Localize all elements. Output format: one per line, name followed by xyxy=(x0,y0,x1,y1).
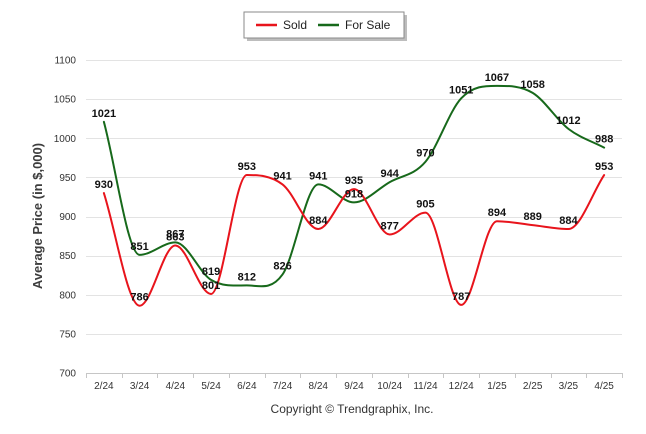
data-label-sold: 863 xyxy=(166,231,184,243)
data-label-sold: 935 xyxy=(345,175,363,187)
x-tick-label: 4/24 xyxy=(166,381,186,392)
x-tick-label: 3/25 xyxy=(559,381,579,392)
x-tick-label: 2/25 xyxy=(523,381,543,392)
axes: 700 750 800 850 900 950 1000 1050 1100 2/24 3/24 4/… xyxy=(54,56,623,392)
data-label-for-sale: 944 xyxy=(381,168,400,180)
data-label-for-sale: 1067 xyxy=(485,72,509,84)
data-label-sold: 801 xyxy=(202,280,220,292)
y-tick-label: 1100 xyxy=(54,56,76,67)
data-label-sold: 787 xyxy=(452,291,470,303)
data-label-sold: 884 xyxy=(309,215,328,227)
x-tick-label: 1/25 xyxy=(487,381,507,392)
data-label-sold: 905 xyxy=(416,199,434,211)
x-tick-label: 10/24 xyxy=(377,381,402,392)
x-tick-label: 12/24 xyxy=(449,381,474,392)
y-tick-label: 1000 xyxy=(54,134,77,145)
gridlines xyxy=(86,60,622,374)
data-label-sold: 953 xyxy=(238,161,256,173)
series-lines xyxy=(102,84,606,307)
data-label-for-sale: 1021 xyxy=(92,108,116,120)
x-tick-label: 5/24 xyxy=(201,381,221,392)
data-label-sold: 930 xyxy=(95,179,113,191)
data-label-for-sale: 970 xyxy=(416,148,434,160)
x-tick-label: 3/24 xyxy=(130,381,150,392)
data-label-for-sale: 819 xyxy=(202,266,220,278)
legend-label-sold: Sold xyxy=(283,18,307,32)
data-label-for-sale: 1012 xyxy=(556,115,580,127)
data-label-sold: 953 xyxy=(595,161,613,173)
data-label-for-sale: 812 xyxy=(238,271,256,283)
copyright-credit: Copyright © Trendgraphix, Inc. xyxy=(271,402,434,416)
data-label-for-sale: 918 xyxy=(345,188,363,200)
x-tick-label: 9/24 xyxy=(344,381,364,392)
data-label-for-sale: 988 xyxy=(595,134,613,146)
legend: Sold For Sale xyxy=(243,11,407,41)
y-tick-label: 950 xyxy=(59,173,76,184)
data-label-for-sale: 826 xyxy=(273,260,291,272)
legend-label-for-sale: For Sale xyxy=(345,18,391,32)
x-tick-label: 11/24 xyxy=(413,381,438,392)
data-label-sold: 889 xyxy=(523,211,541,223)
x-tick-label: 8/24 xyxy=(309,381,329,392)
data-labels: 930 786 863 801 953 941 884 935 877 905 787 894 889 8… xyxy=(92,72,614,304)
y-tick-label: 800 xyxy=(59,290,76,301)
data-label-sold: 941 xyxy=(273,170,291,182)
data-label-sold: 894 xyxy=(488,207,507,219)
data-label-for-sale: 1051 xyxy=(449,84,473,96)
data-label-for-sale: 941 xyxy=(309,170,327,182)
data-label-for-sale: 851 xyxy=(130,241,148,253)
x-tick-label: 4/25 xyxy=(594,381,614,392)
y-tick-label: 1050 xyxy=(54,95,77,106)
x-tick-label: 7/24 xyxy=(273,381,293,392)
series-line-sold xyxy=(102,174,606,307)
data-label-sold: 786 xyxy=(130,292,148,304)
data-label-for-sale: 867 xyxy=(166,228,184,240)
y-tick-label: 750 xyxy=(59,329,76,340)
data-label-for-sale: 1058 xyxy=(520,79,544,91)
y-tick-label: 700 xyxy=(59,369,76,380)
x-tick-label: 2/24 xyxy=(94,381,114,392)
data-label-sold: 877 xyxy=(381,220,399,232)
data-label-sold: 884 xyxy=(559,215,578,227)
y-tick-label: 850 xyxy=(59,251,76,262)
y-tick-label: 900 xyxy=(59,212,76,223)
x-tick-label: 6/24 xyxy=(237,381,257,392)
y-axis-title: Average Price (in $,000) xyxy=(30,143,45,289)
